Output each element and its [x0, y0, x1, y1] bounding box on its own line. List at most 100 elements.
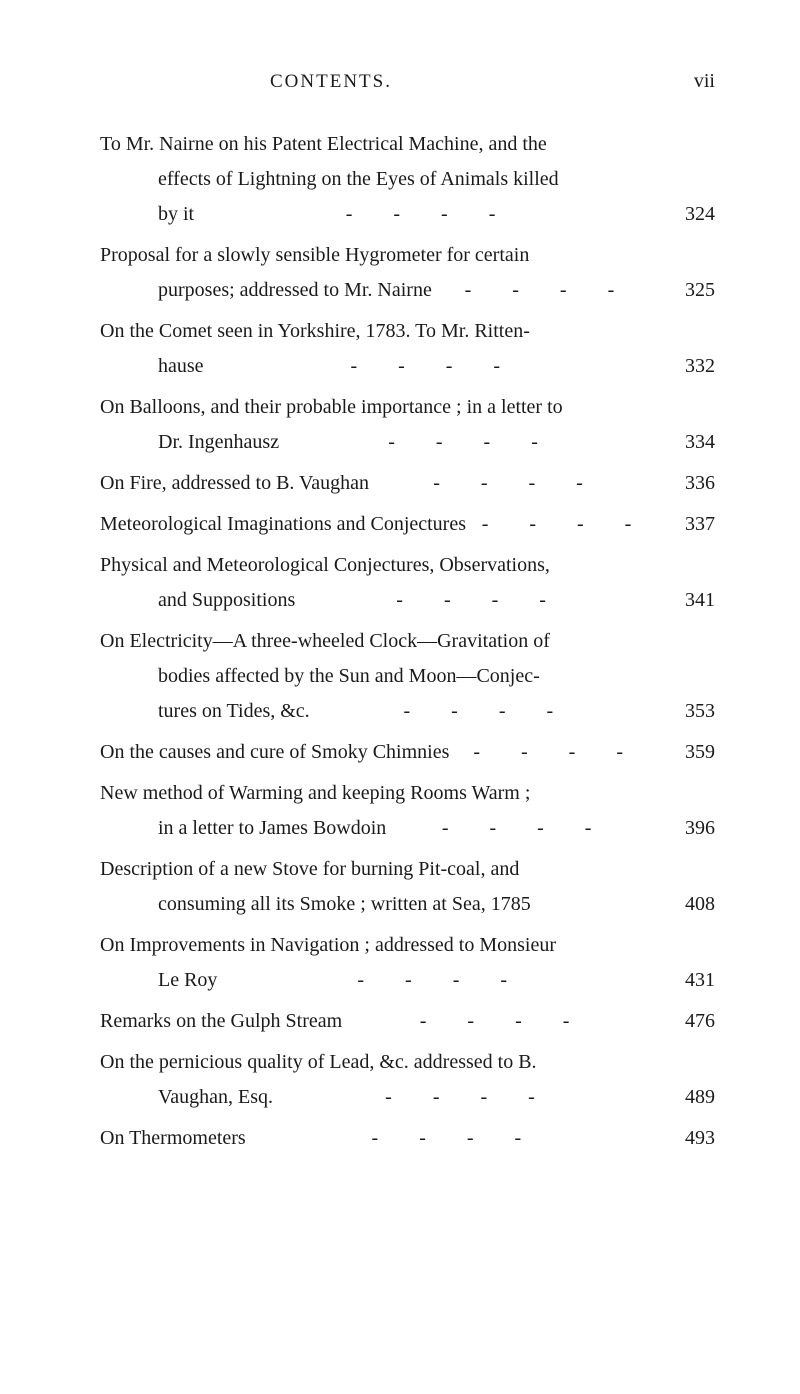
entries-container: To Mr. Nairne on his Patent Electrical M…: [100, 127, 715, 1156]
toc-leader: - - - -: [279, 425, 665, 460]
page-number-label: vii: [694, 70, 715, 93]
toc-text: hause: [100, 349, 204, 384]
toc-entry: Proposal for a slowly sensible Hygromete…: [100, 238, 715, 308]
toc-line: hause- - - -332: [100, 349, 715, 384]
toc-line: purposes; addressed to Mr. Nairne- - - -…: [100, 273, 715, 308]
toc-line: and Suppositions- - - -341: [100, 583, 715, 618]
toc-page-number: 493: [665, 1121, 715, 1156]
toc-page-number: 359: [665, 735, 715, 770]
toc-line: On Improvements in Navigation ; addresse…: [100, 928, 715, 963]
toc-entry: On Thermometers- - - -493: [100, 1121, 715, 1156]
toc-line: On the causes and cure of Smoky Chimnies…: [100, 735, 715, 770]
toc-text: by it: [100, 197, 194, 232]
toc-entry: Meteorological Imaginations and Conjectu…: [100, 507, 715, 542]
toc-entry: On the pernicious quality of Lead, &c. a…: [100, 1045, 715, 1115]
toc-leader: - - - -: [369, 466, 665, 501]
toc-leader: - - - -: [449, 735, 665, 770]
toc-entry: On the causes and cure of Smoky Chimnies…: [100, 735, 715, 770]
toc-line: On Balloons, and their probable importan…: [100, 390, 715, 425]
toc-page-number: 476: [665, 1004, 715, 1039]
header-row: CONTENTS. vii: [100, 70, 715, 93]
toc-line: On Thermometers- - - -493: [100, 1121, 715, 1156]
toc-line: On Fire, addressed to B. Vaughan- - - -3…: [100, 466, 715, 501]
toc-leader: - - - -: [466, 507, 665, 542]
toc-line: Proposal for a slowly sensible Hygromete…: [100, 238, 715, 273]
toc-text: Remarks on the Gulph Stream: [100, 1004, 342, 1039]
toc-leader: - - - -: [204, 349, 665, 384]
toc-text: To Mr. Nairne on his Patent Electrical M…: [100, 127, 547, 162]
toc-leader: - - - -: [310, 694, 665, 729]
toc-line: consuming all its Smoke ; written at Sea…: [100, 887, 715, 922]
toc-line: New method of Warming and keeping Rooms …: [100, 776, 715, 811]
toc-leader: - - - -: [295, 583, 665, 618]
toc-leader: - - - -: [217, 963, 665, 998]
toc-page-number: 431: [665, 963, 715, 998]
toc-text: New method of Warming and keeping Rooms …: [100, 776, 530, 811]
toc-line: Physical and Meteorological Conjectures,…: [100, 548, 715, 583]
toc-text: On Fire, addressed to B. Vaughan: [100, 466, 369, 501]
toc-text: and Suppositions: [100, 583, 295, 618]
toc-page-number: 337: [665, 507, 715, 542]
toc-entry: On Balloons, and their probable importan…: [100, 390, 715, 460]
toc-text: On the Comet seen in Yorkshire, 1783. To…: [100, 314, 530, 349]
toc-page-number: 341: [665, 583, 715, 618]
toc-entry: On Electricity—A three-wheeled Clock—Gra…: [100, 624, 715, 729]
toc-line: Dr. Ingenhausz- - - -334: [100, 425, 715, 460]
toc-entry: On Improvements in Navigation ; addresse…: [100, 928, 715, 998]
toc-text: Physical and Meteorological Conjectures,…: [100, 548, 550, 583]
toc-text: tures on Tides, &c.: [100, 694, 310, 729]
toc-text: On Improvements in Navigation ; addresse…: [100, 928, 556, 963]
toc-text: On the pernicious quality of Lead, &c. a…: [100, 1045, 537, 1080]
toc-text: On Thermometers: [100, 1121, 246, 1156]
toc-page-number: 324: [665, 197, 715, 232]
toc-text: Description of a new Stove for burning P…: [100, 852, 519, 887]
toc-text: Le Roy: [100, 963, 217, 998]
header-title: CONTENTS.: [270, 71, 392, 93]
toc-line: Remarks on the Gulph Stream- - - -476: [100, 1004, 715, 1039]
toc-line: Description of a new Stove for burning P…: [100, 852, 715, 887]
toc-entry: To Mr. Nairne on his Patent Electrical M…: [100, 127, 715, 232]
toc-text: bodies affected by the Sun and Moon—Conj…: [100, 659, 540, 694]
toc-leader: - - - -: [246, 1121, 665, 1156]
toc-page-number: 332: [665, 349, 715, 384]
toc-text: consuming all its Smoke ; written at Sea…: [100, 887, 531, 922]
toc-line: On the Comet seen in Yorkshire, 1783. To…: [100, 314, 715, 349]
toc-line: Vaughan, Esq.- - - -489: [100, 1080, 715, 1115]
toc-entry: On Fire, addressed to B. Vaughan- - - -3…: [100, 466, 715, 501]
toc-leader: - - - -: [273, 1080, 665, 1115]
toc-page-number: 334: [665, 425, 715, 460]
toc-page-number: 353: [665, 694, 715, 729]
toc-text: Proposal for a slowly sensible Hygromete…: [100, 238, 529, 273]
toc-page-number: 408: [665, 887, 715, 922]
toc-line: tures on Tides, &c.- - - -353: [100, 694, 715, 729]
toc-page-number: 325: [665, 273, 715, 308]
toc-line: To Mr. Nairne on his Patent Electrical M…: [100, 127, 715, 162]
toc-entry: Description of a new Stove for burning P…: [100, 852, 715, 922]
toc-text: On Electricity—A three-wheeled Clock—Gra…: [100, 624, 550, 659]
toc-leader: - - - -: [342, 1004, 665, 1039]
toc-text: Dr. Ingenhausz: [100, 425, 279, 460]
toc-entry: Physical and Meteorological Conjectures,…: [100, 548, 715, 618]
contents-page: CONTENTS. vii To Mr. Nairne on his Paten…: [0, 0, 800, 1394]
toc-text: On the causes and cure of Smoky Chimnies: [100, 735, 449, 770]
toc-line: bodies affected by the Sun and Moon—Conj…: [100, 659, 715, 694]
toc-line: On the pernicious quality of Lead, &c. a…: [100, 1045, 715, 1080]
toc-text: On Balloons, and their probable importan…: [100, 390, 563, 425]
toc-line: in a letter to James Bowdoin- - - -396: [100, 811, 715, 846]
toc-page-number: 489: [665, 1080, 715, 1115]
toc-line: Meteorological Imaginations and Conjectu…: [100, 507, 715, 542]
toc-entry: On the Comet seen in Yorkshire, 1783. To…: [100, 314, 715, 384]
toc-entry: New method of Warming and keeping Rooms …: [100, 776, 715, 846]
toc-line: by it- - - -324: [100, 197, 715, 232]
toc-text: Meteorological Imaginations and Conjectu…: [100, 507, 466, 542]
toc-leader: - - - -: [194, 197, 665, 232]
toc-text: Vaughan, Esq.: [100, 1080, 273, 1115]
toc-page-number: 336: [665, 466, 715, 501]
toc-leader: - - - -: [432, 273, 665, 308]
toc-line: Le Roy- - - -431: [100, 963, 715, 998]
toc-leader: - - - -: [386, 811, 665, 846]
toc-text: effects of Lightning on the Eyes of Anim…: [100, 162, 559, 197]
toc-text: in a letter to James Bowdoin: [100, 811, 386, 846]
toc-line: effects of Lightning on the Eyes of Anim…: [100, 162, 715, 197]
toc-line: On Electricity—A three-wheeled Clock—Gra…: [100, 624, 715, 659]
